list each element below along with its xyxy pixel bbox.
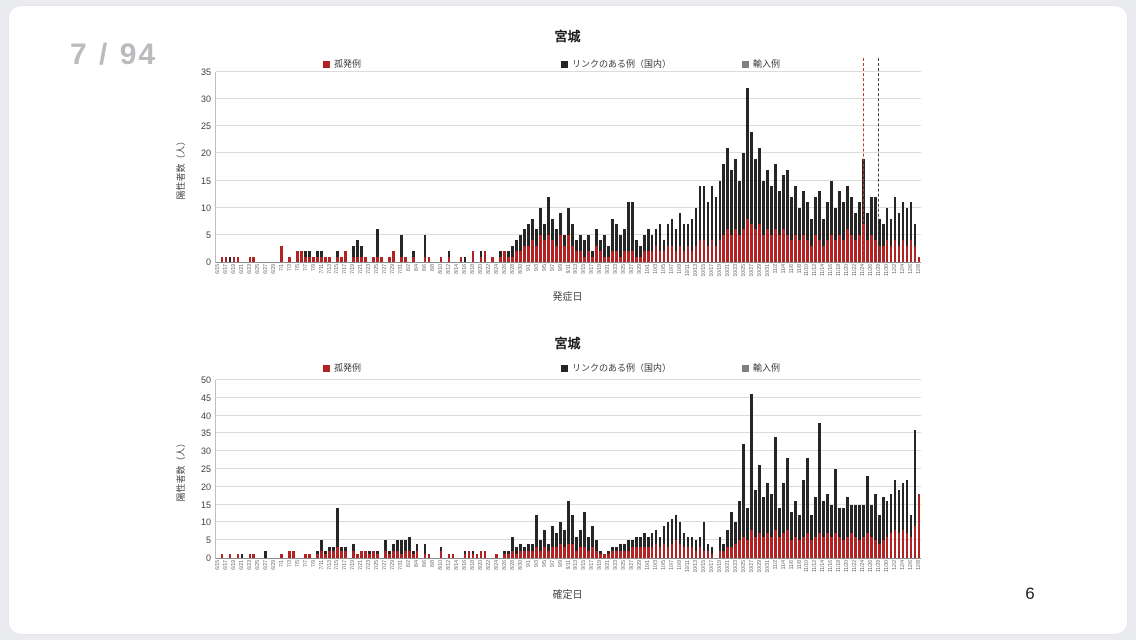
slide-page-number: 6	[1025, 584, 1035, 603]
slide-background	[9, 6, 1127, 634]
page-indicator: 7 / 94	[70, 38, 158, 71]
